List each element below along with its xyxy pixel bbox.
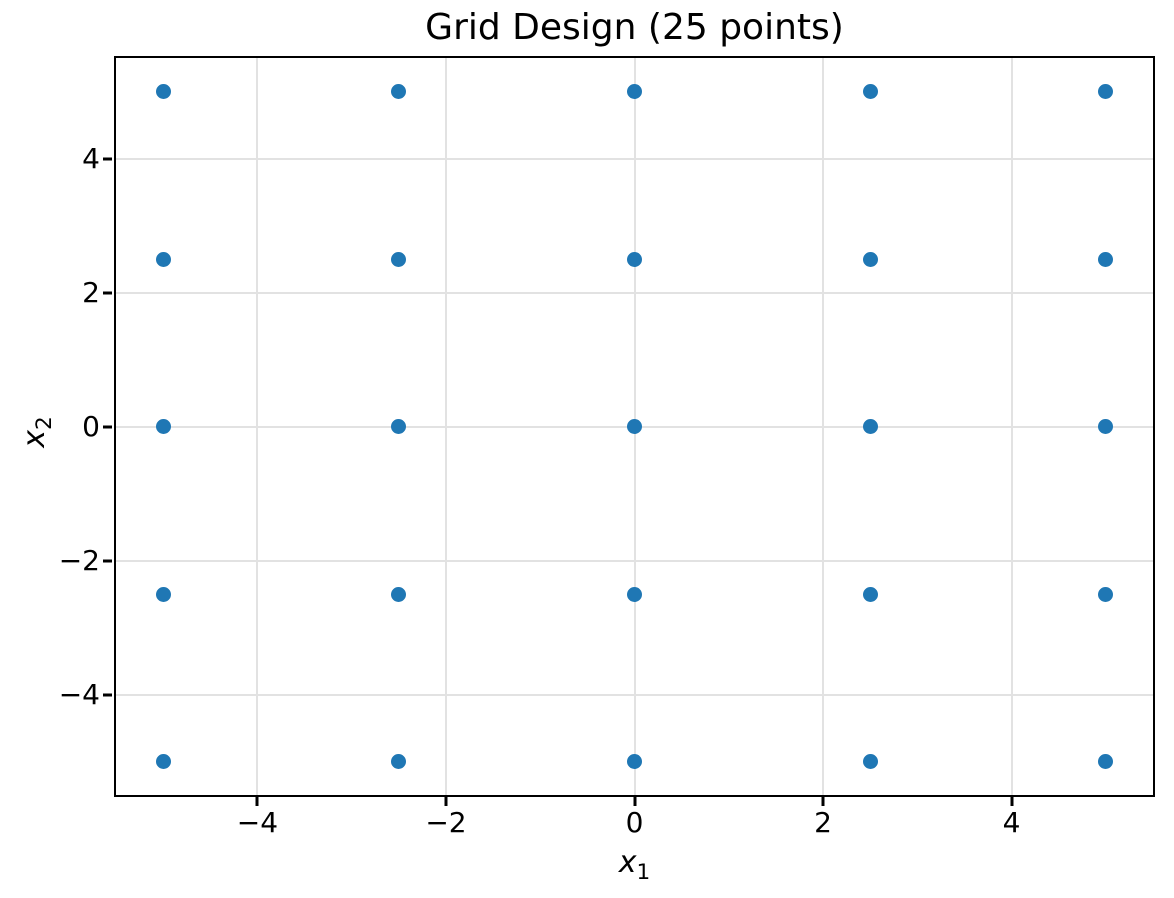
- scatter-point: [627, 586, 642, 602]
- x-tick-mark: [633, 797, 636, 806]
- x-tick-mark: [444, 797, 448, 806]
- scatter-point: [1098, 754, 1114, 769]
- chart-title: Grid Design (25 points): [425, 7, 844, 48]
- x-axis-label-sub: 1: [636, 860, 651, 885]
- scatter-point: [627, 754, 642, 769]
- x-tick-label: 2: [814, 806, 832, 839]
- x-tick-mark: [1010, 797, 1014, 806]
- scatter-point: [391, 251, 407, 267]
- scatter-point: [862, 586, 878, 602]
- x-tick-label: 0: [625, 806, 644, 839]
- scatter-point: [391, 84, 407, 99]
- scatter-point: [627, 419, 642, 434]
- y-tick-mark: [103, 157, 112, 160]
- scatter-point: [862, 419, 878, 434]
- scatter-point: [391, 754, 407, 769]
- scatter-point: [627, 251, 642, 267]
- y-tick-mark: [103, 425, 112, 428]
- y-tick-label: −2: [58, 543, 100, 577]
- scatter-point: [627, 84, 642, 99]
- y-axis-label: x2: [17, 382, 62, 482]
- scatter-point: [391, 586, 407, 602]
- scatter-point: [862, 754, 878, 769]
- x-tick-mark: [255, 797, 259, 806]
- y-axis-label-base: x: [17, 430, 52, 448]
- scatter-point: [1098, 251, 1114, 267]
- y-gridline: [116, 157, 1153, 160]
- x-axis-label: x1: [114, 846, 1155, 890]
- scatter-point: [155, 754, 171, 769]
- scatter-point: [155, 419, 171, 434]
- y-tick-label: −4: [58, 677, 100, 711]
- y-tick-label: 4: [82, 141, 100, 175]
- x-tick-label: −2: [425, 806, 467, 839]
- x-tick-mark: [821, 797, 825, 806]
- scatter-point: [862, 251, 878, 267]
- x-tick-label: 4: [1002, 806, 1021, 839]
- y-tick-label: 0: [82, 409, 100, 443]
- y-tick-mark: [103, 559, 112, 562]
- scatter-point: [862, 84, 878, 99]
- x-tick-label: −4: [236, 806, 279, 839]
- scatter-point: [1098, 586, 1114, 602]
- scatter-point: [1098, 419, 1114, 434]
- plot-area: −4 −2 0 2 4 −4 −2 0 2 4: [59, 56, 1155, 838]
- y-tick-label: 2: [82, 275, 100, 309]
- scatter-point: [155, 84, 171, 99]
- y-axis-label-sub: 2: [32, 416, 57, 430]
- y-gridline: [116, 693, 1153, 696]
- scatter-point: [155, 586, 171, 602]
- y-tick-mark: [103, 693, 112, 696]
- scatter-point: [1098, 84, 1114, 99]
- scatter-point: [391, 419, 407, 434]
- y-gridline: [116, 559, 1153, 562]
- x-axis-label-base: x: [618, 845, 637, 880]
- scatter-point: [155, 251, 171, 267]
- y-gridline: [116, 291, 1153, 294]
- y-tick-mark: [103, 291, 112, 294]
